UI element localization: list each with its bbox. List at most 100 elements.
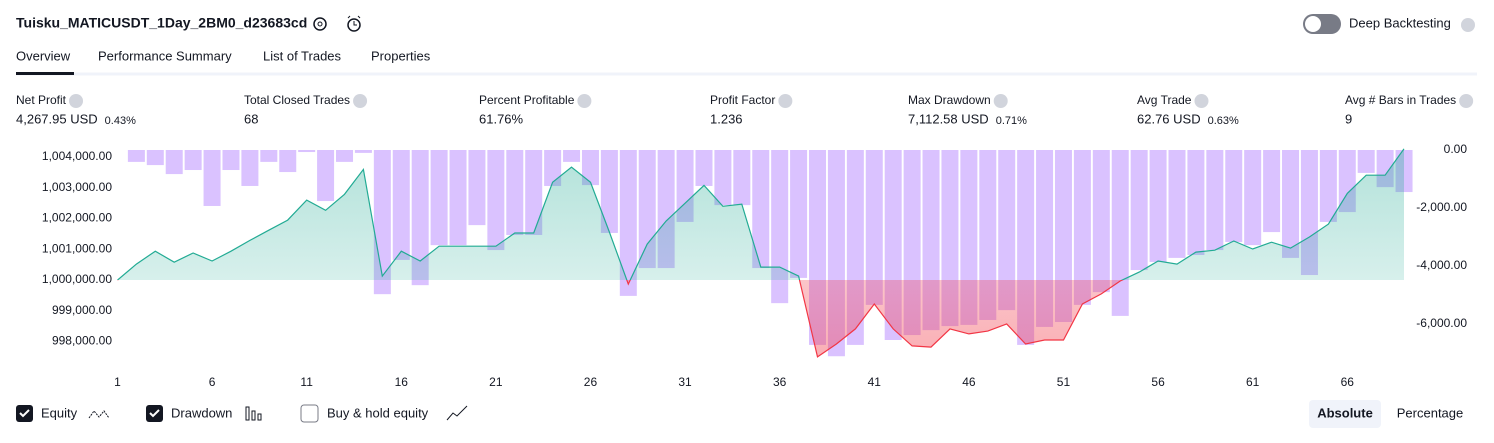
- y-tick-label: 1,000,000.00: [42, 272, 112, 286]
- drawdown-bar: [1357, 150, 1375, 173]
- drawdown-bar: [998, 150, 1016, 311]
- stat-label: Percent Profitable: [479, 93, 575, 107]
- stat-value: 68: [244, 111, 258, 126]
- drawdown-bar: [1130, 150, 1148, 271]
- stat-value: 9: [1345, 111, 1352, 126]
- drawdown-bar: [241, 150, 259, 186]
- equity-toggle-label: Equity: [41, 405, 78, 420]
- active-tab-indicator: [16, 72, 74, 75]
- info-icon[interactable]: [1194, 94, 1209, 108]
- drawdown-bar: [1168, 150, 1186, 258]
- y-tick-label: 999,000.00: [52, 303, 112, 317]
- x-tick-label: 1: [114, 375, 121, 389]
- drawdown-bar: [1263, 150, 1281, 233]
- drawdown-bar: [298, 150, 316, 153]
- drawdown-checkbox[interactable]: [146, 405, 163, 422]
- drawdown-bar: [279, 150, 297, 173]
- equity-area-positive: [117, 148, 1404, 281]
- x-tick-label: 41: [868, 375, 882, 389]
- drawdown-bar: [165, 150, 183, 175]
- drawdown-bar: [1073, 150, 1091, 305]
- stat-value: 7,112.58 USD: [908, 111, 989, 126]
- drawdown-bar: [222, 150, 240, 171]
- stat-label: Max Drawdown: [908, 93, 991, 107]
- drawdown-bar: [487, 150, 505, 251]
- x-tick-label: 51: [1057, 375, 1071, 389]
- percentage-button[interactable]: Percentage: [1397, 405, 1464, 420]
- stat-value: 61.76%: [479, 111, 524, 126]
- drawdown-bar: [1111, 150, 1129, 316]
- drawdown-bar: [203, 150, 221, 206]
- stat-percent: 0.43%: [105, 115, 136, 127]
- alert-icon[interactable]: [347, 15, 361, 32]
- drawdown-bar: [1282, 150, 1300, 258]
- deep-backtesting-toggle[interactable]: [1303, 14, 1341, 34]
- info-icon[interactable]: [1459, 94, 1474, 108]
- drawdown-bar: [449, 150, 467, 246]
- drawdown-bar: [1225, 150, 1243, 242]
- absolute-button[interactable]: [1309, 400, 1381, 428]
- buy-hold-icon: [446, 405, 468, 421]
- x-tick-label: 21: [489, 375, 503, 389]
- equity-area-negative: [117, 280, 1404, 357]
- info-icon[interactable]: [993, 94, 1008, 108]
- drawdown-bar: [317, 150, 335, 202]
- x-tick-label: 16: [395, 375, 409, 389]
- drawdown-bar: [600, 150, 618, 233]
- drawdown-bar: [1206, 150, 1224, 251]
- help-icon[interactable]: [1461, 18, 1475, 32]
- drawdown-bar: [714, 150, 732, 206]
- stat-percent: 0.71%: [996, 115, 1027, 127]
- tab[interactable]: List of Trades: [263, 48, 342, 63]
- drawdown-bar: [392, 150, 410, 260]
- info-icon[interactable]: [353, 94, 368, 108]
- drawdown-bar: [544, 150, 562, 186]
- deep-backtesting-label: Deep Backtesting: [1349, 15, 1451, 30]
- drawdown-bar: [1092, 150, 1110, 293]
- drawdown-toggle-label: Drawdown: [171, 405, 232, 420]
- buy-hold-label: Buy & hold equity: [327, 405, 429, 420]
- equity-line: [117, 148, 1405, 281]
- info-icon[interactable]: [778, 94, 793, 108]
- x-tick-label: 31: [678, 375, 692, 389]
- stat-value: 4,267.95 USD: [16, 111, 98, 126]
- drawdown-bar: [411, 150, 429, 286]
- info-icon[interactable]: [69, 94, 84, 108]
- equity-checkbox[interactable]: [16, 405, 33, 422]
- drawdown-bar: [1149, 150, 1167, 262]
- drawdown-bar: [146, 150, 164, 166]
- y2-tick-label: -2,000.00: [1416, 200, 1467, 214]
- stat-label: Avg # Bars in Trades: [1345, 93, 1456, 107]
- drawdown-bar: [184, 150, 202, 171]
- y-tick-label: 998,000.00: [52, 334, 112, 348]
- x-tick-label: 36: [773, 375, 787, 389]
- stat-label: Avg Trade: [1137, 93, 1192, 107]
- x-tick-label: 11: [300, 375, 313, 389]
- stat-label: Profit Factor: [710, 93, 775, 107]
- x-tick-label: 26: [584, 375, 598, 389]
- settings-icon[interactable]: [313, 17, 327, 31]
- y-tick-label: 1,004,000.00: [42, 149, 112, 163]
- drawdown-bar: [1319, 150, 1337, 222]
- buy-hold-checkbox[interactable]: [300, 404, 319, 423]
- drawdown-bar: [430, 150, 448, 246]
- stat-label: Net Profit: [16, 93, 67, 107]
- drawdown-bar: [581, 150, 599, 186]
- drawdown-bar: [468, 150, 486, 226]
- drawdown-bar: [506, 150, 524, 235]
- x-tick-label: 56: [1151, 375, 1165, 389]
- tab[interactable]: Overview: [16, 48, 71, 63]
- drawdown-bar: [771, 150, 789, 304]
- tab[interactable]: Performance Summary: [98, 48, 232, 63]
- x-tick-label: 46: [962, 375, 976, 389]
- info-icon[interactable]: [577, 94, 592, 108]
- drawdown-bar: [260, 150, 278, 162]
- drawdown-bar: [525, 150, 543, 235]
- y2-tick-label: -6,000.00: [1416, 316, 1467, 330]
- stat-value: 1.236: [710, 111, 743, 126]
- drawdown-bar: [790, 150, 808, 278]
- strategy-title: Tuisku_MATICUSDT_1Day_2BM0_d23683cd: [16, 15, 307, 31]
- tab[interactable]: Properties: [371, 48, 431, 63]
